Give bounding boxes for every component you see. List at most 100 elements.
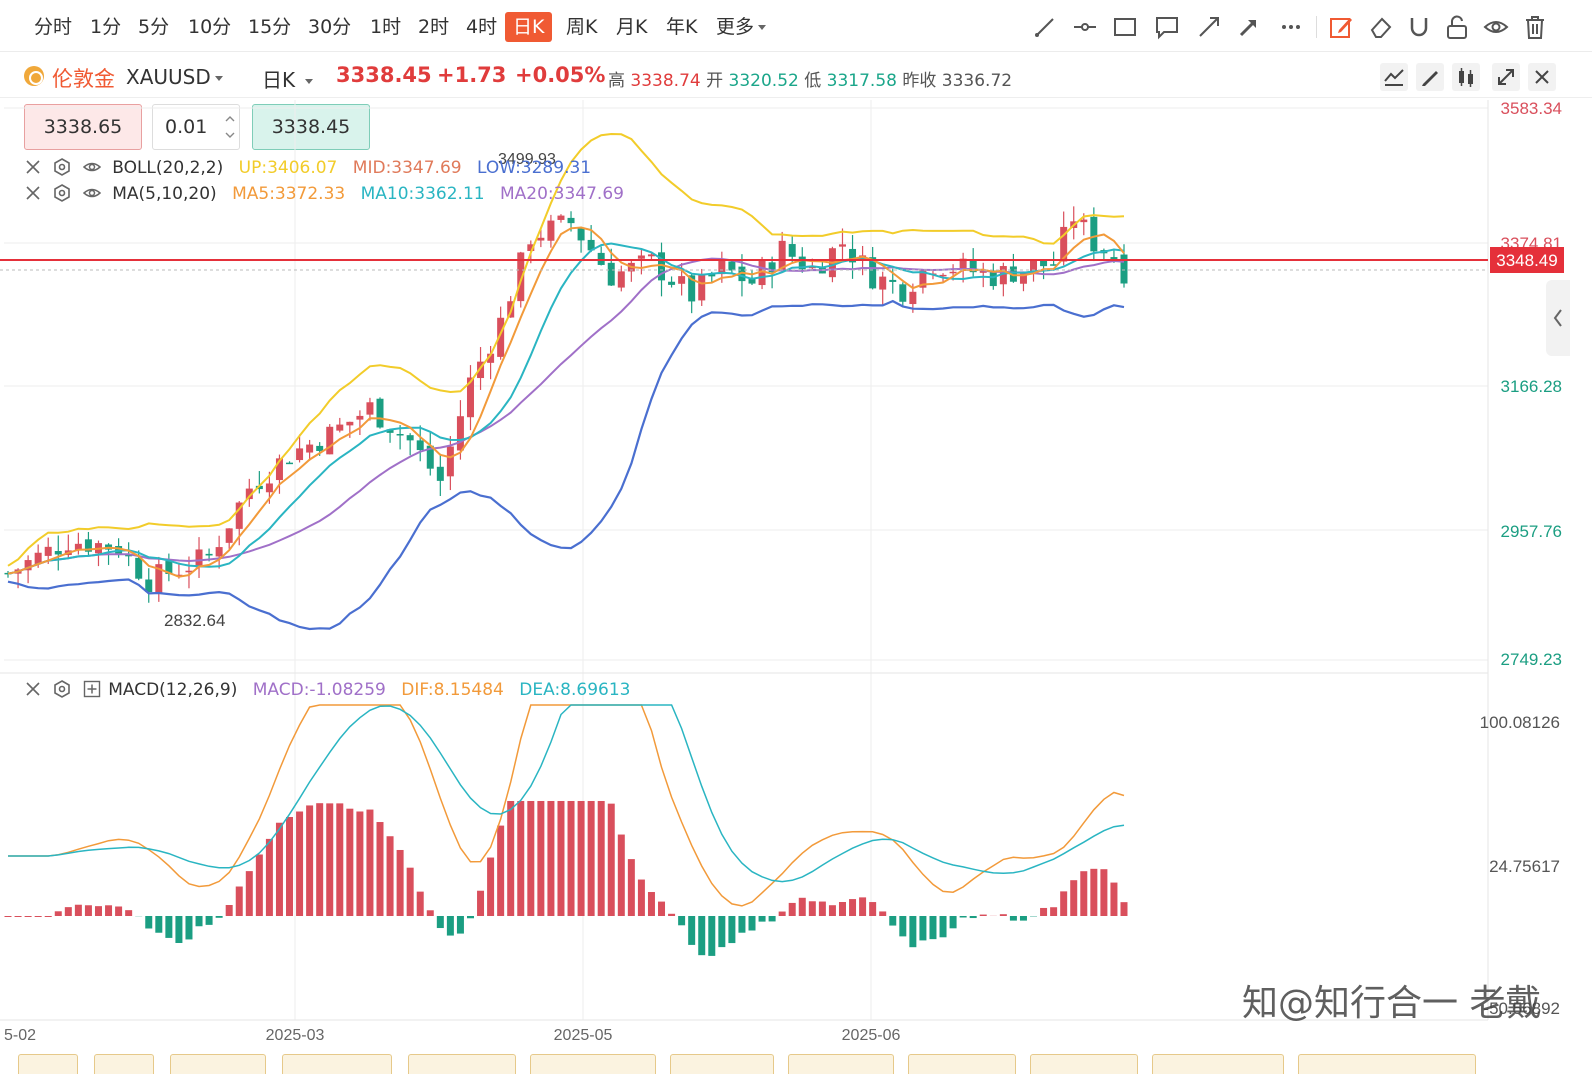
macd-bar [698, 916, 706, 956]
candle-body [54, 551, 62, 555]
close-icon[interactable] [24, 184, 42, 202]
edit-icon[interactable] [1328, 14, 1354, 40]
magnet-icon[interactable] [1406, 14, 1432, 40]
eye-icon[interactable] [1483, 14, 1509, 40]
macd-bar [205, 916, 213, 925]
timeframe-2h[interactable]: 2时 [418, 16, 450, 38]
symbol-name-cn[interactable]: 伦敦金 [52, 67, 115, 91]
buy-price-button[interactable]: 3338.45 [252, 104, 370, 150]
prev-close-label: 昨收 [902, 71, 937, 91]
quantity-stepper[interactable]: 0.01 [152, 104, 240, 150]
timeframe-daily[interactable]: 日K [505, 12, 553, 42]
candle-body [376, 398, 384, 428]
timeframe-monthly[interactable]: 月K [616, 16, 648, 38]
timeframe-10min[interactable]: 10分 [188, 16, 232, 38]
timeframe-4h[interactable]: 4时 [466, 16, 498, 38]
timeframe-30min[interactable]: 30分 [308, 16, 352, 38]
expand-icon[interactable] [1492, 63, 1520, 91]
timeframe-weekly[interactable]: 周K [566, 16, 598, 38]
timeframe-fenshi[interactable]: 分时 [34, 16, 73, 38]
macd-bar [547, 801, 555, 916]
macd-bar [517, 801, 525, 916]
macd-bar [949, 916, 957, 929]
macd-bar [175, 916, 183, 943]
more-tools-icon[interactable] [1278, 14, 1304, 40]
draw-pen-icon[interactable] [1416, 63, 1444, 91]
timeframe-1min[interactable]: 1分 [90, 16, 122, 38]
candle-body [306, 444, 314, 453]
macd-bar [597, 801, 605, 916]
candle-body [597, 252, 605, 265]
candlesticks [4, 206, 1128, 603]
candle-body [688, 275, 696, 302]
side-panel-toggle[interactable] [1546, 280, 1570, 356]
bottom-tab[interactable] [908, 1054, 1016, 1074]
bottom-tab[interactable] [1152, 1054, 1284, 1074]
timeframe-yearly[interactable]: 年K [666, 16, 698, 38]
add-indicator-icon[interactable] [83, 680, 101, 698]
gear-icon[interactable] [53, 680, 71, 698]
ray-icon[interactable] [1196, 14, 1222, 40]
macd-bar [768, 916, 776, 922]
gear-icon[interactable] [53, 158, 71, 176]
macd-bar [1040, 907, 1048, 916]
macd-bar [738, 916, 746, 933]
close-icon[interactable] [24, 680, 42, 698]
bottom-tab[interactable] [670, 1054, 774, 1074]
candle-body [879, 276, 887, 290]
bottom-tab[interactable] [530, 1054, 656, 1074]
bottom-tab[interactable] [170, 1054, 266, 1074]
bottom-tab[interactable] [1030, 1054, 1138, 1074]
bottom-tab[interactable] [94, 1054, 154, 1074]
period-dropdown[interactable]: 日K [262, 64, 314, 93]
stepper-arrows-icon[interactable] [225, 109, 235, 145]
high-value: 3338.74 [630, 71, 701, 91]
boll-up-line [7, 132, 1125, 567]
candle-body [426, 445, 434, 469]
bottom-tab[interactable] [282, 1054, 392, 1074]
close-icon[interactable] [24, 158, 42, 176]
price-change-percent: +0.05% [515, 63, 606, 87]
candle-body [366, 402, 374, 415]
candle-body [135, 557, 143, 579]
bottom-tab[interactable] [788, 1054, 894, 1074]
close-icon[interactable] [1528, 63, 1556, 91]
eye-icon[interactable] [82, 158, 101, 176]
sell-price-button[interactable]: 3338.65 [24, 104, 142, 150]
bottom-tab[interactable] [408, 1054, 516, 1074]
ma-name: MA(5,10,20) [112, 184, 217, 204]
callout-icon[interactable] [1154, 14, 1180, 40]
timeframe-1h[interactable]: 1时 [370, 16, 402, 38]
candle-body [436, 466, 444, 481]
trash-icon[interactable] [1522, 14, 1548, 40]
macd-bar [54, 911, 62, 916]
macd-bar [125, 910, 133, 916]
gear-icon[interactable] [53, 184, 71, 202]
symbol-code-dropdown[interactable]: XAUUSD [126, 65, 223, 89]
bottom-tab[interactable] [18, 1054, 78, 1074]
ma-legend: MA(5,10,20) MA5:3372.33 MA10:3362.11 MA2… [24, 184, 624, 204]
unlock-icon[interactable] [1444, 14, 1470, 40]
macd-bar [688, 916, 696, 945]
candle-body [1040, 260, 1048, 267]
eye-icon[interactable] [82, 184, 101, 202]
arrow-icon[interactable] [1236, 14, 1262, 40]
bottom-tab[interactable] [1298, 1054, 1476, 1074]
macd-tick-label: 100.08126 [1480, 713, 1560, 732]
chart-type-icon[interactable] [1380, 63, 1408, 91]
timeframe-15min[interactable]: 15分 [248, 16, 292, 38]
macd-bar [929, 916, 937, 940]
line-draw-icon[interactable] [1032, 14, 1058, 40]
horizontal-line-icon[interactable] [1072, 14, 1098, 40]
timeframe-more-dropdown[interactable]: 更多 [712, 12, 770, 42]
candle-body [889, 279, 897, 282]
macd-bar [838, 902, 846, 916]
rectangle-icon[interactable] [1112, 14, 1138, 40]
candle-body [265, 483, 273, 493]
indicator-icon[interactable] [1452, 63, 1480, 91]
candle-body [899, 284, 907, 302]
timeframe-5min[interactable]: 5分 [138, 16, 170, 38]
eraser-icon[interactable] [1368, 14, 1394, 40]
candle-body [778, 240, 786, 272]
